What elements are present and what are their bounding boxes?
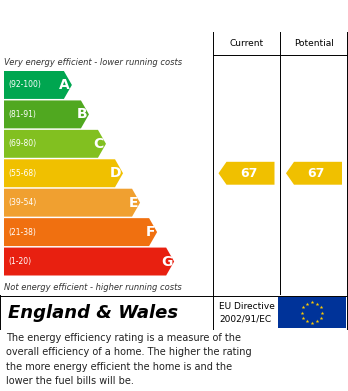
- Polygon shape: [4, 248, 174, 276]
- Text: EU Directive: EU Directive: [219, 302, 275, 311]
- Polygon shape: [4, 130, 106, 158]
- Polygon shape: [219, 162, 275, 185]
- Text: Very energy efficient - lower running costs: Very energy efficient - lower running co…: [4, 58, 182, 67]
- Polygon shape: [286, 162, 342, 185]
- Text: England & Wales: England & Wales: [8, 303, 178, 321]
- Text: (69-80): (69-80): [8, 139, 36, 148]
- Polygon shape: [4, 159, 123, 187]
- Text: Not energy efficient - higher running costs: Not energy efficient - higher running co…: [4, 283, 182, 292]
- Text: G: G: [161, 255, 172, 269]
- Text: (1-20): (1-20): [8, 257, 31, 266]
- Text: D: D: [110, 166, 121, 180]
- Text: Current: Current: [229, 39, 263, 48]
- Polygon shape: [4, 71, 72, 99]
- Text: A: A: [59, 78, 70, 92]
- Text: 2002/91/EC: 2002/91/EC: [219, 314, 271, 323]
- Polygon shape: [4, 189, 140, 217]
- Text: (55-68): (55-68): [8, 169, 36, 178]
- Text: 67: 67: [240, 167, 257, 180]
- Text: (92-100): (92-100): [8, 81, 41, 90]
- Text: 67: 67: [307, 167, 325, 180]
- Text: E: E: [128, 196, 138, 210]
- Text: The energy efficiency rating is a measure of the
overall efficiency of a home. T: The energy efficiency rating is a measur…: [6, 333, 252, 386]
- Polygon shape: [4, 100, 89, 128]
- Text: (21-38): (21-38): [8, 228, 36, 237]
- Polygon shape: [4, 218, 157, 246]
- Text: (39-54): (39-54): [8, 198, 36, 207]
- Text: B: B: [76, 108, 87, 121]
- Bar: [278, 297, 346, 328]
- Text: C: C: [94, 137, 104, 151]
- Text: F: F: [145, 225, 155, 239]
- Text: Potential: Potential: [294, 39, 334, 48]
- Text: Energy Efficiency Rating: Energy Efficiency Rating: [10, 9, 232, 23]
- Text: (81-91): (81-91): [8, 110, 36, 119]
